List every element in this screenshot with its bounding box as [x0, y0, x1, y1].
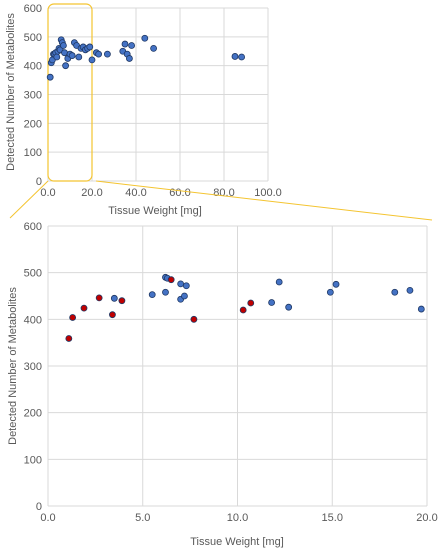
zoom-data-point: [65, 335, 73, 342]
overview-x-tick-label: 60.0: [169, 187, 190, 199]
overview-data-point: [86, 43, 94, 51]
overview-y-tick-label: 200: [24, 118, 42, 130]
zoom-data-point: [239, 306, 247, 314]
zoom-y-axis-title: Detected Number of Metabolites: [7, 287, 19, 445]
zoom-data-point: [326, 288, 334, 296]
zoom-data-point: [332, 280, 340, 288]
zoom-data-point: [69, 314, 77, 321]
overview-grid: [47, 7, 269, 182]
overview-data-point: [121, 40, 129, 48]
zoom-data-point: [95, 294, 103, 302]
overview-y-tick-label: 100: [24, 147, 42, 159]
overview-y-axis-title: Detected Number of Metabolites: [5, 13, 17, 171]
zoom-y-tick-label: 100: [24, 454, 42, 466]
overview-data-point: [125, 55, 133, 62]
overview-data-point: [75, 53, 83, 61]
overview-points: [46, 34, 246, 81]
overview-data-point: [104, 50, 111, 58]
overview-y-ticks: 0 100 200 300 400 500 600: [24, 3, 42, 188]
zoom-data-point: [406, 286, 414, 294]
overview-y-tick-label: 0: [36, 176, 42, 188]
overview-data-point: [141, 34, 149, 42]
zoom-data-point: [181, 292, 188, 300]
zoom-data-point: [109, 311, 116, 319]
zoom-data-point: [162, 288, 169, 296]
overview-chart: 0.0 20.0 40.0 60.0 80.0 100.0 010020030040050…: [5, 3, 282, 217]
zoom-data-point: [275, 278, 283, 286]
zoom-connector-left: [9, 180, 49, 219]
overview-x-tick-label: 40.0: [125, 187, 146, 199]
zoom-data-point: [182, 282, 190, 290]
overview-x-tick-label: 100.0: [254, 187, 282, 199]
zoom-data-point: [391, 288, 399, 296]
zoom-y-tick-label: 300: [24, 361, 42, 373]
overview-data-point: [62, 62, 69, 70]
overview-x-tick-label: 20.0: [81, 187, 102, 199]
zoom-data-point: [285, 303, 293, 311]
zoom-x-tick-label: 0.0: [40, 512, 55, 524]
overview-data-point: [231, 53, 239, 60]
zoom-connector-right: [95, 180, 433, 221]
overview-y-tick-label: 600: [24, 3, 42, 15]
overview-data-point: [95, 50, 102, 58]
overview-zoom-region: [47, 3, 93, 182]
zoom-y-tick-label: 200: [24, 408, 42, 420]
zoom-x-tick-label: 10.0: [227, 512, 248, 524]
zoom-x-tick-label: 20.0: [416, 512, 437, 524]
zoom-x-tick-label: 15.0: [322, 512, 343, 524]
overview-data-point: [68, 52, 76, 59]
zoom-data-point: [80, 304, 88, 312]
zoom-data-point: [167, 276, 175, 284]
zoom-data-point: [177, 280, 185, 288]
zoom-points: [65, 273, 425, 342]
zoom-data-point: [148, 291, 156, 299]
overview-y-tick-label: 400: [24, 61, 42, 73]
overview-x-axis-title: Tissue Weight [mg]: [108, 205, 202, 217]
overview-data-point: [46, 73, 54, 81]
overview-highlight-box: [47, 3, 93, 182]
zoom-y-ticks: 0 100 200 300 400 500 600: [24, 221, 42, 513]
zoom-y-tick-label: 400: [24, 314, 42, 326]
zoom-data-point: [110, 294, 118, 302]
overview-data-point: [88, 56, 96, 64]
zoom-chart: 0.0 5.0 10.0 15.0 20.0 0 100 200 300 400 500 600 T…: [7, 221, 438, 548]
overview-x-tick-label: 0.0: [40, 187, 55, 199]
overview-data-point: [61, 49, 68, 57]
zoom-connectors: [9, 180, 433, 221]
overview-data-point: [60, 42, 67, 49]
zoom-data-point: [247, 299, 255, 307]
zoom-y-tick-label: 600: [24, 221, 42, 233]
zoom-data-point: [118, 297, 126, 305]
overview-data-point: [128, 42, 136, 49]
overview-data-point: [150, 44, 158, 52]
zoom-grid: [47, 225, 428, 507]
zoom-data-point: [417, 305, 425, 313]
zoom-x-tick-label: 5.0: [135, 512, 150, 524]
zoom-y-tick-label: 500: [24, 268, 42, 280]
zoom-y-tick-label: 0: [36, 501, 42, 513]
zoom-x-ticks: 0.0 5.0 10.0 15.0 20.0: [40, 512, 437, 524]
overview-y-tick-label: 300: [24, 90, 42, 102]
overview-data-point: [53, 53, 61, 61]
zoom-data-point: [268, 299, 276, 306]
overview-y-tick-label: 500: [24, 32, 42, 44]
zoom-data-point: [190, 315, 198, 323]
zoom-x-axis-title: Tissue Weight [mg]: [190, 536, 284, 548]
overview-data-point: [238, 53, 246, 61]
